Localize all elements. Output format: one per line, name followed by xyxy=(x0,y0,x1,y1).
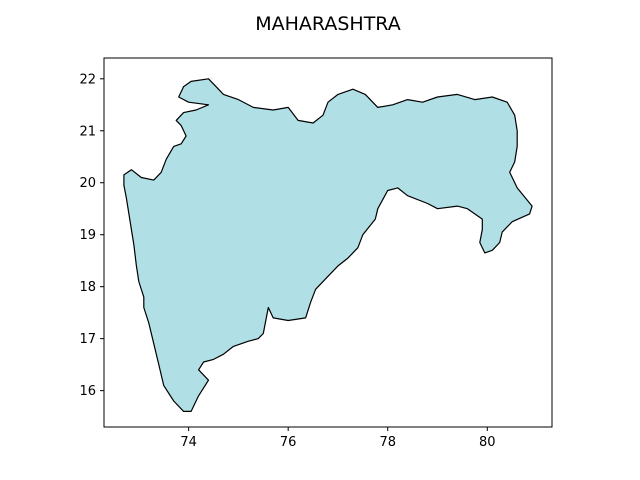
y-tick-label: 19 xyxy=(79,228,96,243)
y-tick-label: 21 xyxy=(79,124,96,139)
x-tick-label: 78 xyxy=(379,435,396,450)
axes-frame xyxy=(103,57,553,428)
x-tick-label: 76 xyxy=(280,435,297,450)
y-tick-label: 22 xyxy=(79,72,96,87)
y-tick-label: 17 xyxy=(79,332,96,347)
y-tick-label: 20 xyxy=(79,176,96,191)
y-tick-label: 16 xyxy=(79,384,96,399)
x-tick-label: 74 xyxy=(180,435,197,450)
y-tick-label: 18 xyxy=(79,280,96,295)
map-title: MAHARASHTRA xyxy=(255,13,401,35)
plot-area: 74 76 78 80 16 17 18 19 20 21 22 xyxy=(79,57,553,450)
x-tick-label: 80 xyxy=(479,435,496,450)
state-outline xyxy=(123,78,533,412)
